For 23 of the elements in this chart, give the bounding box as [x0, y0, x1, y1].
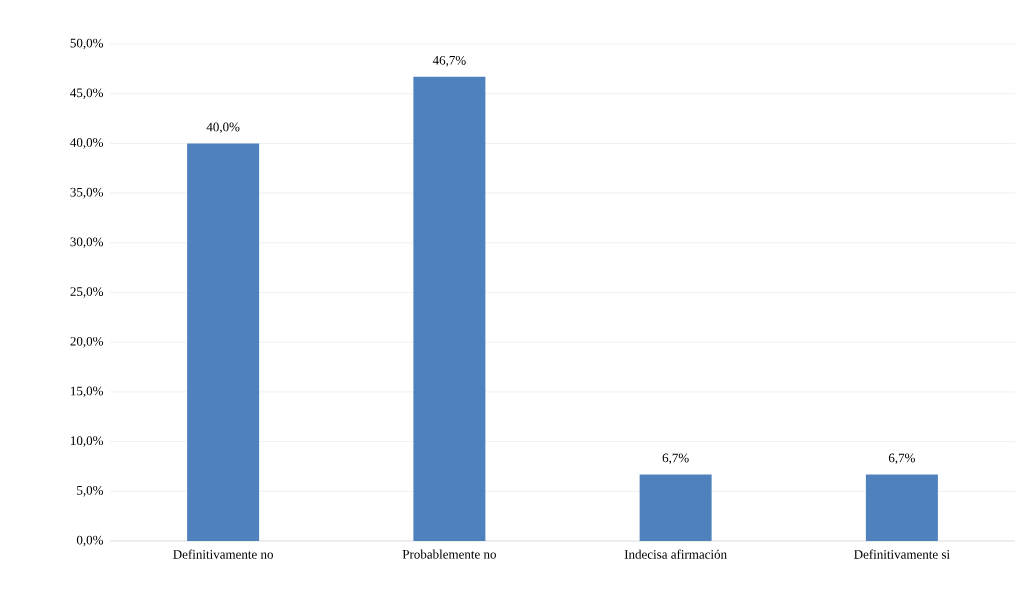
data-label: 46,7%: [432, 55, 466, 67]
y-tick-label: 20,0%: [70, 336, 104, 348]
x-tick-label: Indecisa afirmación: [624, 549, 727, 559]
y-tick-label: 10,0%: [71, 436, 104, 447]
y-tick-label: 45,0%: [70, 88, 104, 100]
data-label: 6,7%: [888, 453, 915, 465]
x-tick-label: Definitivamente no: [173, 549, 273, 559]
bar: [639, 474, 712, 541]
y-tick-label: 15,0%: [71, 386, 104, 398]
bar: [413, 76, 486, 541]
y-tick-label: 35,0%: [70, 187, 104, 199]
y-tick-label: 50,0%: [70, 38, 104, 50]
bar: [865, 474, 938, 541]
data-label: 6,7%: [662, 453, 689, 465]
y-tick-label: 0,0%: [76, 535, 104, 547]
y-tick-label: 5,0%: [77, 485, 104, 497]
data-label: 40,0%: [206, 122, 240, 134]
y-tick-label: 40,0%: [70, 138, 104, 149]
y-tick-label: 25,0%: [70, 287, 104, 298]
bar: [187, 143, 260, 541]
x-tick-label: Probablemente no: [402, 549, 496, 559]
x-tick-label: Definitivamente si: [854, 549, 950, 559]
y-tick-label: 30,0%: [70, 237, 104, 249]
